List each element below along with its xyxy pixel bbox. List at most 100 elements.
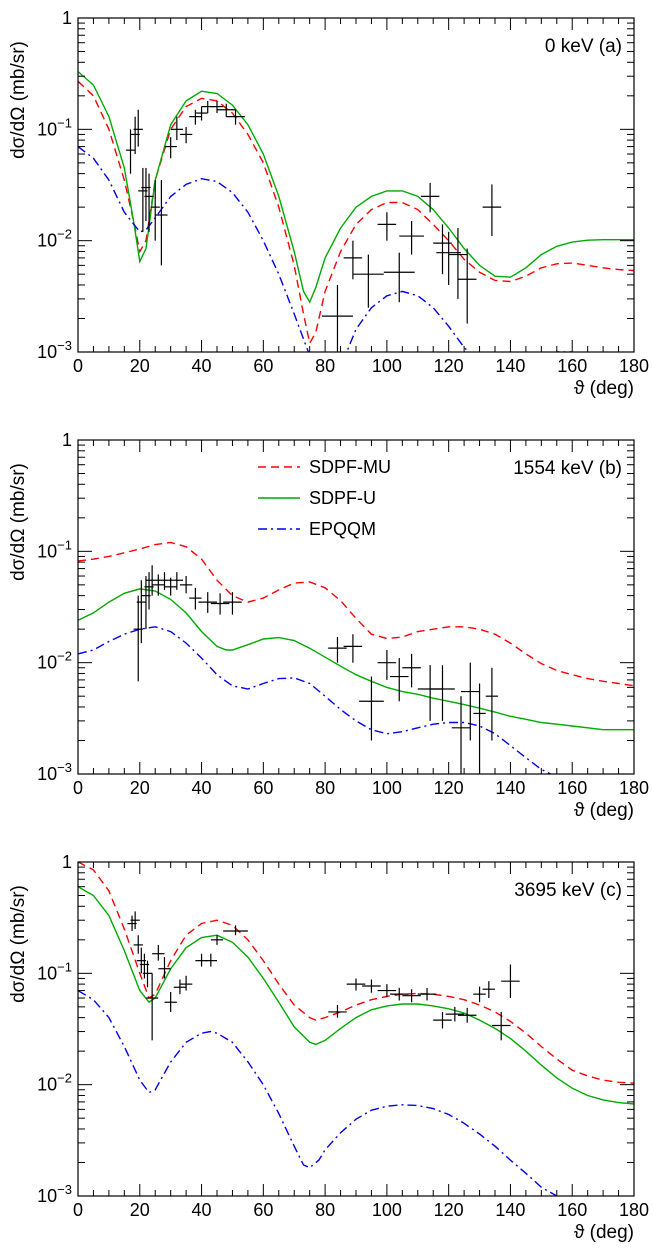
data-point: [402, 989, 421, 1003]
data-point: [152, 574, 165, 596]
data-point: [417, 987, 437, 1001]
panel-a: 0 20 40 60 80 100 120 140 160 180 10−3 10−2 10−1 1 ϑ (…: [8, 8, 649, 399]
x-tick-label: 20: [130, 1200, 150, 1220]
data-point: [482, 981, 495, 999]
x-tick-label: 20: [130, 356, 150, 376]
y-tick-label: 10−1: [37, 959, 72, 983]
data-point: [417, 665, 443, 721]
data-point: [204, 953, 217, 967]
panel-b: 0 20 40 60 80 100 120 140 160 180 10−3 10−2 10−1 1 ϑ (…: [8, 430, 649, 821]
panel-c: 0 20 40 60 80 100 120 140 160 180 10−3 10−2 10−1 1 ϑ (…: [8, 852, 649, 1243]
data-point: [377, 649, 397, 680]
x-tick-label: 100: [372, 778, 402, 798]
panel-a-x-axis: 0 20 40 60 80 100 120 140 160 180: [73, 18, 649, 376]
panel-b-data-points: [133, 565, 499, 774]
y-tick-label: 10−3: [37, 760, 72, 784]
data-point: [226, 109, 245, 125]
data-point: [359, 676, 384, 741]
data-point: [173, 979, 187, 995]
y-tick-label: 1: [62, 430, 72, 450]
data-point: [217, 103, 236, 117]
series-epqqm: [78, 626, 553, 774]
data-point: [179, 576, 193, 594]
panel-a-data-points: [125, 100, 502, 352]
legend-label: SDPF-MU: [309, 457, 391, 477]
x-tick-label: 120: [434, 356, 464, 376]
x-tick-label: 180: [619, 1200, 649, 1220]
data-point: [457, 248, 477, 324]
data-point: [491, 1011, 511, 1041]
data-point: [170, 116, 184, 141]
data-point: [145, 973, 159, 1041]
panel-b-energy-label: 1554 keV (b): [513, 458, 622, 479]
data-point: [445, 1006, 465, 1022]
data-point: [399, 221, 424, 255]
data-point: [343, 240, 363, 280]
data-point: [223, 592, 242, 615]
panel-c-curves: [78, 862, 634, 1196]
data-point: [377, 212, 397, 241]
panel-c-frame: [77, 861, 635, 1197]
data-point: [328, 637, 347, 663]
data-point: [362, 979, 381, 993]
legend-label: SDPF-U: [309, 488, 376, 508]
x-tick-label: 20: [130, 778, 150, 798]
data-point: [210, 100, 224, 114]
data-point: [189, 587, 202, 610]
series-sdpf-u: [78, 588, 634, 731]
data-point: [150, 180, 160, 241]
x-tick-label: 80: [315, 1200, 335, 1220]
data-point: [164, 137, 177, 159]
legend: SDPF-MU SDPF-U EPQQM: [258, 457, 391, 539]
x-tick-label: 120: [434, 1200, 464, 1220]
x-tick-label: 60: [253, 1200, 273, 1220]
y-tick-label: 10−2: [37, 227, 72, 251]
x-tick-label: 0: [73, 356, 83, 376]
panel-c-y-axis: 10−3 10−2 10−1 1: [37, 852, 634, 1206]
y-tick-label: 10−2: [37, 1071, 72, 1095]
y-tick-label: 10−1: [37, 115, 72, 139]
x-tick-label: 140: [495, 1200, 525, 1220]
data-point: [179, 975, 193, 991]
y-tick-label: 1: [62, 8, 72, 28]
x-tick-label: 40: [192, 356, 212, 376]
data-point: [179, 126, 193, 144]
x-tick-label: 60: [253, 356, 273, 376]
data-point: [322, 284, 353, 352]
x-tick-label: 80: [315, 356, 335, 376]
panel-b-x-axis: 0 20 40 60 80 100 120 140 160 180: [73, 440, 649, 798]
panel-b-curves: [78, 541, 634, 774]
data-point: [433, 1011, 452, 1029]
data-point: [164, 991, 177, 1012]
panel-a-y-axis-label: dσ/dΩ (mb/sr): [8, 41, 29, 159]
panel-c-x-axis: 0 20 40 60 80 100 120 140 160 180: [73, 862, 649, 1220]
x-tick-label: 160: [557, 778, 587, 798]
panel-c-data-points: [127, 911, 520, 1041]
data-point: [448, 227, 468, 299]
x-tick-label: 120: [434, 778, 464, 798]
y-tick-label: 10−2: [37, 649, 72, 673]
data-point: [383, 252, 415, 303]
data-point: [223, 925, 248, 936]
x-tick-label: 100: [372, 1200, 402, 1220]
data-point: [133, 109, 143, 147]
data-point: [198, 592, 217, 613]
data-point: [328, 1004, 347, 1018]
series-sdpf-u: [78, 886, 634, 1105]
data-point: [457, 1007, 477, 1023]
data-point: [145, 565, 159, 596]
y-tick-label: 1: [62, 852, 72, 872]
data-point: [436, 231, 462, 285]
data-point: [377, 984, 397, 998]
data-point: [136, 580, 146, 644]
x-tick-label: 40: [192, 1200, 212, 1220]
panel-c-x-axis-label: ϑ (deg): [574, 1222, 634, 1243]
data-point: [501, 964, 520, 999]
data-point: [461, 662, 480, 741]
data-point: [125, 129, 136, 174]
data-point: [451, 696, 471, 774]
data-point: [473, 986, 486, 1003]
panel-b-x-axis-label: ϑ (deg): [574, 800, 634, 821]
x-tick-label: 100: [372, 356, 402, 376]
x-tick-label: 160: [557, 356, 587, 376]
